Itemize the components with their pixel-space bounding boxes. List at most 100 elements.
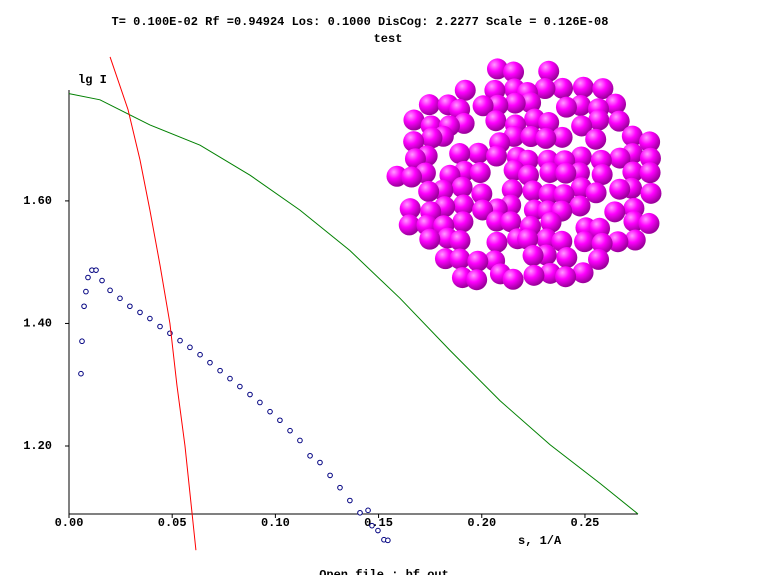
footer-text: Open file : bf.out bbox=[319, 568, 449, 575]
model-bead bbox=[504, 92, 526, 114]
model-bead bbox=[638, 212, 660, 234]
model-bead bbox=[591, 232, 613, 254]
model-bead bbox=[520, 92, 542, 114]
model-bead bbox=[585, 182, 607, 204]
data-point bbox=[147, 315, 153, 322]
data-point bbox=[99, 277, 105, 284]
data-point bbox=[127, 303, 133, 310]
model-bead bbox=[486, 145, 508, 167]
model-bead bbox=[534, 78, 556, 100]
model-bead bbox=[501, 179, 523, 201]
bead-model bbox=[386, 58, 662, 291]
data-point bbox=[227, 375, 233, 382]
data-point bbox=[85, 274, 91, 281]
model-bead bbox=[570, 146, 592, 168]
model-bead bbox=[592, 78, 614, 100]
data-point bbox=[347, 497, 353, 504]
x-tick-label: 0.10 bbox=[261, 516, 290, 530]
data-point bbox=[385, 537, 391, 544]
y-tick-label: 1.20 bbox=[23, 439, 52, 453]
model-bead bbox=[472, 95, 494, 117]
model-bead bbox=[472, 199, 494, 221]
model-bead bbox=[469, 162, 491, 184]
data-point bbox=[217, 367, 223, 374]
data-point bbox=[157, 323, 163, 330]
x-axis-label: s, 1/A bbox=[518, 534, 562, 548]
data-point bbox=[137, 309, 143, 316]
data-point bbox=[297, 437, 303, 444]
model-bead bbox=[555, 162, 577, 184]
model-bead bbox=[502, 268, 524, 290]
model-bead bbox=[503, 61, 525, 83]
model-bead bbox=[467, 142, 489, 164]
model-bead bbox=[540, 211, 562, 233]
model-bead bbox=[538, 112, 560, 134]
y-tick-label: 1.60 bbox=[23, 194, 52, 208]
model-bead bbox=[403, 131, 425, 153]
model-bead bbox=[609, 178, 631, 200]
model-bead bbox=[487, 94, 509, 116]
data-point bbox=[257, 399, 263, 406]
model-bead bbox=[639, 162, 661, 184]
data-point bbox=[117, 295, 123, 302]
model-bead bbox=[451, 176, 473, 198]
model-bead bbox=[640, 182, 662, 204]
model-bead bbox=[622, 161, 644, 183]
model-bead bbox=[418, 94, 440, 116]
data-point bbox=[357, 509, 363, 516]
data-point bbox=[93, 267, 99, 273]
model-bead bbox=[471, 183, 493, 205]
model-bead bbox=[569, 195, 591, 217]
data-point bbox=[197, 351, 203, 358]
chart-subtitle: test bbox=[374, 32, 403, 46]
model-bead bbox=[421, 127, 443, 149]
model-curve bbox=[68, 93, 639, 515]
model-bead bbox=[621, 125, 643, 147]
data-point bbox=[237, 383, 243, 390]
model-bead bbox=[552, 77, 574, 99]
model-bead bbox=[585, 128, 607, 150]
y-tick-label: 1.40 bbox=[23, 317, 52, 331]
data-point bbox=[247, 391, 253, 398]
x-tick-label: 0.20 bbox=[467, 516, 496, 530]
model-bead bbox=[624, 229, 646, 251]
data-point bbox=[307, 452, 313, 459]
model-bead bbox=[403, 109, 425, 131]
data-point bbox=[277, 417, 283, 424]
model-bead bbox=[556, 247, 578, 269]
model-bead bbox=[639, 131, 661, 153]
data-point bbox=[83, 288, 89, 295]
model-bead bbox=[398, 214, 420, 236]
data-point bbox=[369, 522, 375, 529]
model-curve bbox=[109, 56, 197, 551]
model-bead bbox=[399, 198, 421, 220]
model-bead bbox=[485, 110, 507, 132]
model-bead bbox=[571, 115, 593, 137]
data-point bbox=[81, 303, 87, 310]
model-bead bbox=[555, 266, 577, 288]
data-point bbox=[287, 427, 293, 434]
model-bead bbox=[522, 180, 544, 202]
model-bead bbox=[588, 248, 610, 270]
data-point bbox=[187, 344, 193, 351]
model-bead bbox=[419, 228, 441, 250]
model-bead bbox=[608, 110, 630, 132]
model-bead bbox=[452, 211, 474, 233]
data-point bbox=[107, 287, 113, 294]
y-axis-label: lg I bbox=[78, 73, 107, 87]
model-bead bbox=[523, 264, 545, 286]
model-bead bbox=[538, 60, 560, 82]
model-bead bbox=[449, 248, 471, 270]
model-bead bbox=[454, 79, 476, 101]
model-bead bbox=[522, 245, 544, 267]
model-bead bbox=[607, 231, 629, 253]
model-bead bbox=[572, 76, 594, 98]
model-bead bbox=[467, 250, 489, 272]
model-bead bbox=[535, 127, 557, 149]
data-point bbox=[317, 459, 323, 466]
model-bead bbox=[588, 109, 610, 131]
model-bead bbox=[486, 58, 508, 80]
data-point bbox=[267, 408, 273, 415]
x-tick-label: 0.05 bbox=[158, 516, 187, 530]
